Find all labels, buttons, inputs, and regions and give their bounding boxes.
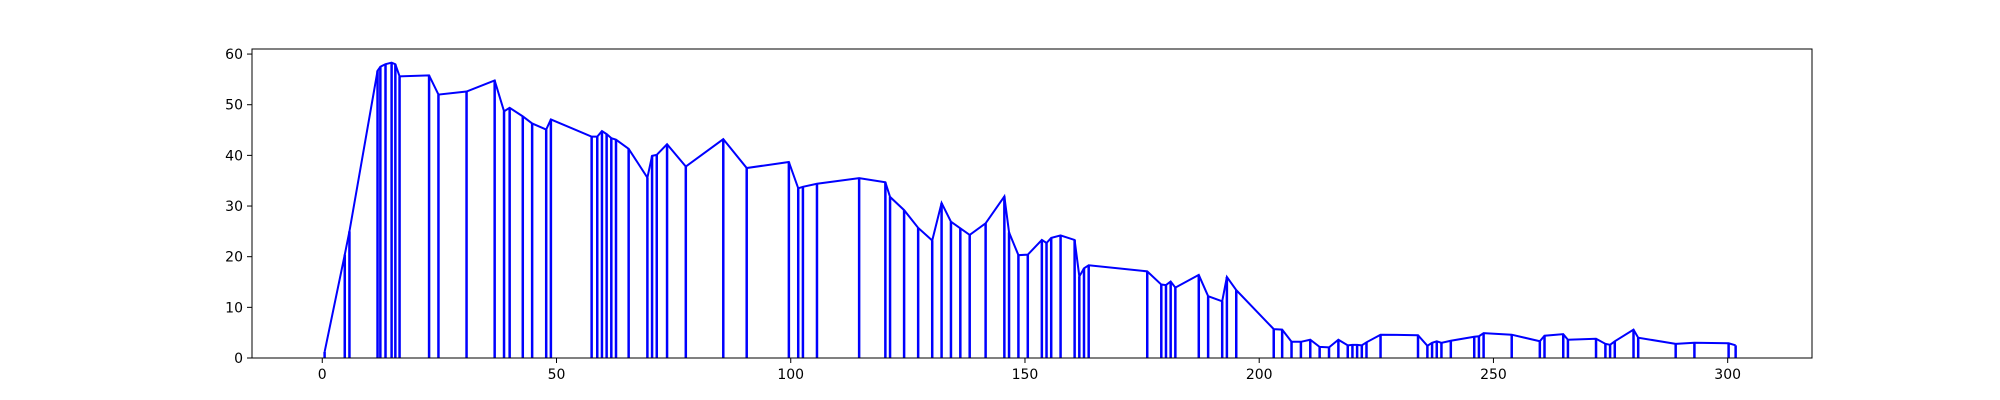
x-tick-label: 300 [1714,367,1741,383]
y-tick-label: 50 [225,98,243,114]
x-tick-label: 50 [548,367,566,383]
x-tick-label: 100 [777,367,804,383]
series-line [323,61,1736,353]
stem-group [323,62,1737,358]
y-tick-label: 0 [234,351,243,367]
x-axis: 0 50 100 150 200 250 300 [318,358,1741,383]
y-tick-label: 60 [225,47,243,63]
x-tick-label: 200 [1246,367,1273,383]
y-tick-label: 10 [225,300,243,316]
x-tick-label: 0 [318,367,327,383]
x-tick-label: 250 [1480,367,1507,383]
y-tick-label: 20 [225,250,243,266]
x-tick-label: 150 [1012,367,1039,383]
plot-frame [251,48,1813,359]
y-axis: 0 10 20 30 40 50 60 [225,47,252,367]
y-tick-label: 30 [225,199,243,215]
y-tick-label: 40 [225,148,243,164]
